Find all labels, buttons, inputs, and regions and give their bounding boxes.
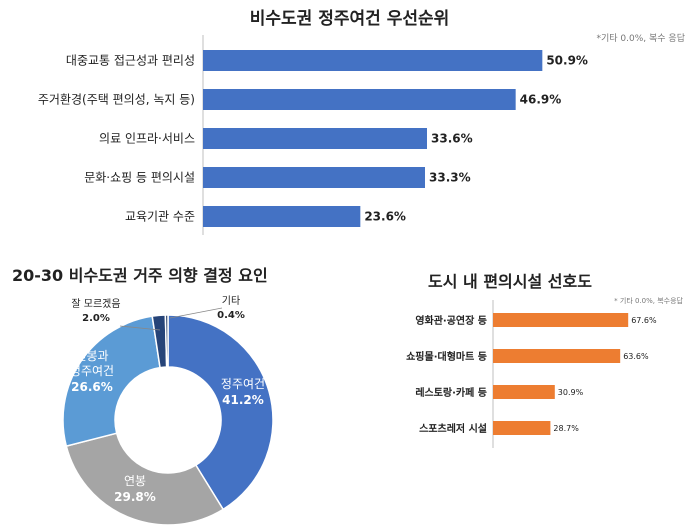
top-chart-value-label: 33.6% [431,132,473,146]
br-chart-category-label: 영화관·공연장 등 [415,314,487,327]
donut-slice-value: 41.2% [222,393,264,407]
top-chart-bar [203,206,361,227]
bottom-right-bar-chart: 영화관·공연장 등 67.6% 쇼핑몰·대형마트 등 63.6% 레스토랑·카페 등 30… [406,300,657,448]
top-chart-value-label: 23.6% [364,210,406,224]
donut-slice [65,432,225,526]
top-chart-bar [203,167,425,188]
top-chart-bar [203,89,516,110]
donut-slice-value: 2.0% [82,313,110,324]
donut-slice-name: 연봉과 [75,349,108,363]
top-chart-value-label: 50.9% [546,54,588,68]
top-chart-note: *기타 0.0%, 복수 응답 [596,34,686,44]
donut-slice [62,315,161,448]
br-chart-category-label: 스포츠레저 시설 [419,422,487,435]
donut-slice-name: 기타 [222,295,240,307]
br-chart-bar [493,385,555,399]
top-chart-bar [203,50,543,71]
donut-slice-name: 잘 모르겠음 [71,298,120,310]
donut-slice-value: 29.8% [114,490,156,504]
top-chart-category-label: 대중교통 접근성과 편리성 [66,54,195,68]
br-chart-value-label: 28.7% [553,424,579,433]
br-chart-value-label: 63.6% [623,352,649,361]
donut-slice-name: 연봉 [124,474,146,488]
top-chart-value-label: 33.3% [429,171,471,185]
br-chart-bar [493,313,629,327]
br-chart-bar [493,421,551,435]
br-chart-bar [493,349,621,363]
donut-slice [164,314,169,368]
br-chart-category-label: 레스토랑·카페 등 [415,386,487,399]
top-bar-chart: 대중교통 접근성과 편리성 50.9% 주거환경(주택 편의성, 녹지 등) 46.9… [38,35,588,235]
br-chart-value-label: 67.6% [631,316,657,325]
top-chart-bar [203,128,427,149]
donut-slice-value: 26.6% [71,380,113,394]
top-chart-category-label: 교육기관 수준 [125,210,195,224]
donut-slice-name: 정주여건 [70,364,114,378]
top-chart-title: 비수도권 정주여건 우선순위 [249,9,450,29]
top-chart-category-label: 의료 인프라·서비스 [99,132,195,146]
bottom-right-chart-title: 도시 내 편의시설 선호도 [428,272,592,291]
br-chart-category-label: 쇼핑몰·대형마트 등 [406,350,487,363]
donut-slice-value: 0.4% [217,310,245,321]
top-chart-value-label: 46.9% [520,93,562,107]
donut-chart-title: 20-30 비수도권 거주 의향 결정 요인 [12,266,268,285]
br-chart-value-label: 30.9% [558,388,584,397]
donut-leader-line [169,307,223,319]
donut-slice-name: 정주여건 [221,377,265,391]
top-chart-category-label: 주거환경(주택 편의성, 녹지 등) [38,93,195,107]
top-chart-category-label: 문화·쇼핑 등 편의시설 [84,171,195,185]
donut-leader-line [119,325,161,331]
bottom-right-chart-note: * 기타 0.0%, 복수응답 [614,297,683,305]
donut-slice [167,314,274,511]
